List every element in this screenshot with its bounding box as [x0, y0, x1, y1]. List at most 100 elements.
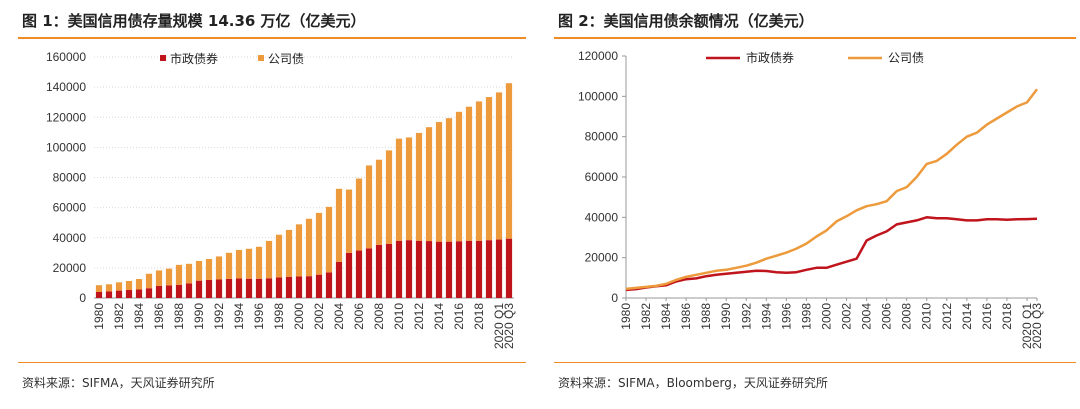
y-tick-label: 80000 — [585, 130, 619, 144]
y-tick-label: 60000 — [585, 170, 619, 184]
bar-municipal — [275, 277, 283, 298]
bar-corporate — [405, 137, 413, 241]
x-tick-label: 2020 Q1 — [1020, 303, 1034, 349]
bar-corporate — [305, 218, 313, 277]
y-tick-label: 0 — [611, 291, 618, 305]
legend-label-municipal: 市政债券 — [170, 51, 218, 66]
x-tick-label: 1988 — [699, 303, 713, 330]
bar-corporate — [185, 263, 193, 284]
bar-municipal — [195, 280, 203, 298]
source-divider — [18, 362, 526, 363]
bar-municipal — [335, 261, 343, 298]
bar-corporate — [145, 273, 153, 289]
bar-corporate — [235, 249, 243, 279]
bar-municipal — [375, 244, 383, 298]
x-tick-label: 1986 — [152, 303, 166, 330]
left-panel: 图 1：美国信用债存量规模 14.36 万亿（亿美元） 0 20000 40000 6… — [0, 0, 532, 409]
x-tick-label: 1996 — [779, 303, 793, 330]
bar-municipal — [455, 241, 463, 298]
bar-corporate — [395, 138, 403, 241]
x-tick-label: 2014 — [432, 303, 446, 330]
x-tick-label: 1992 — [739, 303, 753, 330]
y-tick-label: 40000 — [585, 210, 619, 224]
bar-corporate — [205, 258, 213, 280]
bar-corporate — [215, 256, 223, 280]
stacked-bar-chart: 0 20000 40000 60000 80000 100000 120000 140000 1… — [46, 50, 516, 349]
bar-corporate — [385, 150, 393, 244]
y-tick-label: 160000 — [46, 50, 86, 64]
x-tick-label: 1998 — [799, 303, 813, 330]
x-tick-label: 2012 — [940, 303, 954, 330]
bar-municipal — [265, 278, 273, 298]
y-tick-label: 140000 — [46, 80, 86, 94]
x-tick-label: 2008 — [900, 303, 914, 330]
bar-municipal — [395, 240, 403, 298]
bar-corporate — [105, 284, 113, 292]
source-divider — [554, 362, 1076, 363]
x-tick-label: 2004 — [332, 303, 346, 330]
bar-corporate — [335, 188, 343, 262]
x-tick-label: 2000 — [819, 303, 833, 330]
bar-corporate — [265, 240, 273, 279]
line-chart: 0 20000 40000 60000 80000 100000 120000 1980 198… — [578, 49, 1044, 349]
x-tick-label: 2002 — [312, 303, 326, 330]
y-tick-label: 40000 — [53, 231, 87, 245]
x-tick-label: 2020 Q1 — [492, 303, 506, 349]
bar-corporate — [245, 248, 253, 279]
bar-corporate — [315, 212, 323, 275]
x-tick-label: 2020 Q3 — [502, 303, 516, 349]
x-tick-label: 1984 — [132, 303, 146, 330]
chart-title: 图 2：美国信用债余额情况（亿美元） — [558, 12, 814, 30]
x-tick-label: 2018 — [472, 303, 486, 330]
x-tick-label: 2006 — [352, 303, 366, 330]
bar-municipal — [125, 290, 133, 298]
bar-municipal — [425, 241, 433, 298]
bar-corporate — [295, 224, 303, 277]
y-tick-label: 120000 — [46, 110, 86, 124]
bar-corporate — [255, 246, 263, 279]
bar-corporate — [465, 106, 473, 241]
bar-municipal — [355, 250, 363, 298]
bar-corporate — [475, 101, 483, 241]
bar-municipal — [175, 284, 183, 298]
bar-municipal — [325, 272, 333, 298]
bar-corporate — [225, 252, 233, 279]
x-tick-label: 2010 — [392, 303, 406, 330]
x-tick-label: 2018 — [1000, 303, 1014, 330]
x-tick-label: 1992 — [212, 303, 226, 330]
x-tick-label: 2010 — [920, 303, 934, 330]
bar-municipal — [225, 278, 233, 298]
bar-municipal — [435, 241, 443, 298]
title-divider — [554, 37, 1076, 39]
y-tick-label: 20000 — [585, 251, 619, 265]
x-tick-label: 1990 — [719, 303, 733, 330]
x-tick-label: 1996 — [252, 303, 266, 330]
bar-corporate — [125, 280, 133, 291]
bar-municipal — [205, 279, 213, 298]
y-tick-label: 120000 — [578, 49, 618, 63]
source-note: 资料来源：SIFMA，天风证券研究所 — [22, 376, 215, 390]
x-tick-label: 2012 — [412, 303, 426, 330]
bar-municipal — [95, 291, 103, 298]
bar-municipal — [135, 289, 143, 298]
bar-corporate — [345, 189, 353, 253]
bar-corporate — [425, 127, 433, 242]
x-tick-label: 1986 — [679, 303, 693, 330]
x-tick-label: 1990 — [192, 303, 206, 330]
legend-label-corporate: 公司债 — [268, 52, 304, 66]
x-tick-label: 2014 — [960, 303, 974, 330]
bar-municipal — [245, 278, 253, 298]
right-panel: 图 2：美国信用债余额情况（亿美元） 0 20000 40000 60000 80000… — [548, 0, 1080, 409]
x-tick-label: 2008 — [372, 303, 386, 330]
x-tick-label: 1982 — [112, 303, 126, 330]
y-tick-label: 20000 — [53, 261, 87, 275]
x-tick-label: 1980 — [619, 303, 633, 330]
legend-label-municipal: 市政债券 — [746, 50, 794, 65]
bar-corporate — [285, 229, 293, 277]
bar-municipal — [155, 285, 163, 298]
bar-corporate — [415, 132, 423, 241]
x-tick-label: 2020 Q3 — [1030, 303, 1044, 349]
line-municipal — [625, 216, 1038, 292]
bar-corporate — [485, 97, 493, 241]
bar-municipal — [465, 240, 473, 298]
